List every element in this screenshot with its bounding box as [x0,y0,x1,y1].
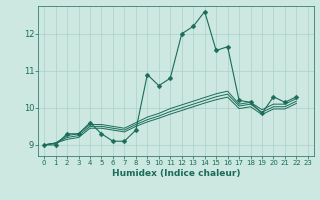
X-axis label: Humidex (Indice chaleur): Humidex (Indice chaleur) [112,169,240,178]
